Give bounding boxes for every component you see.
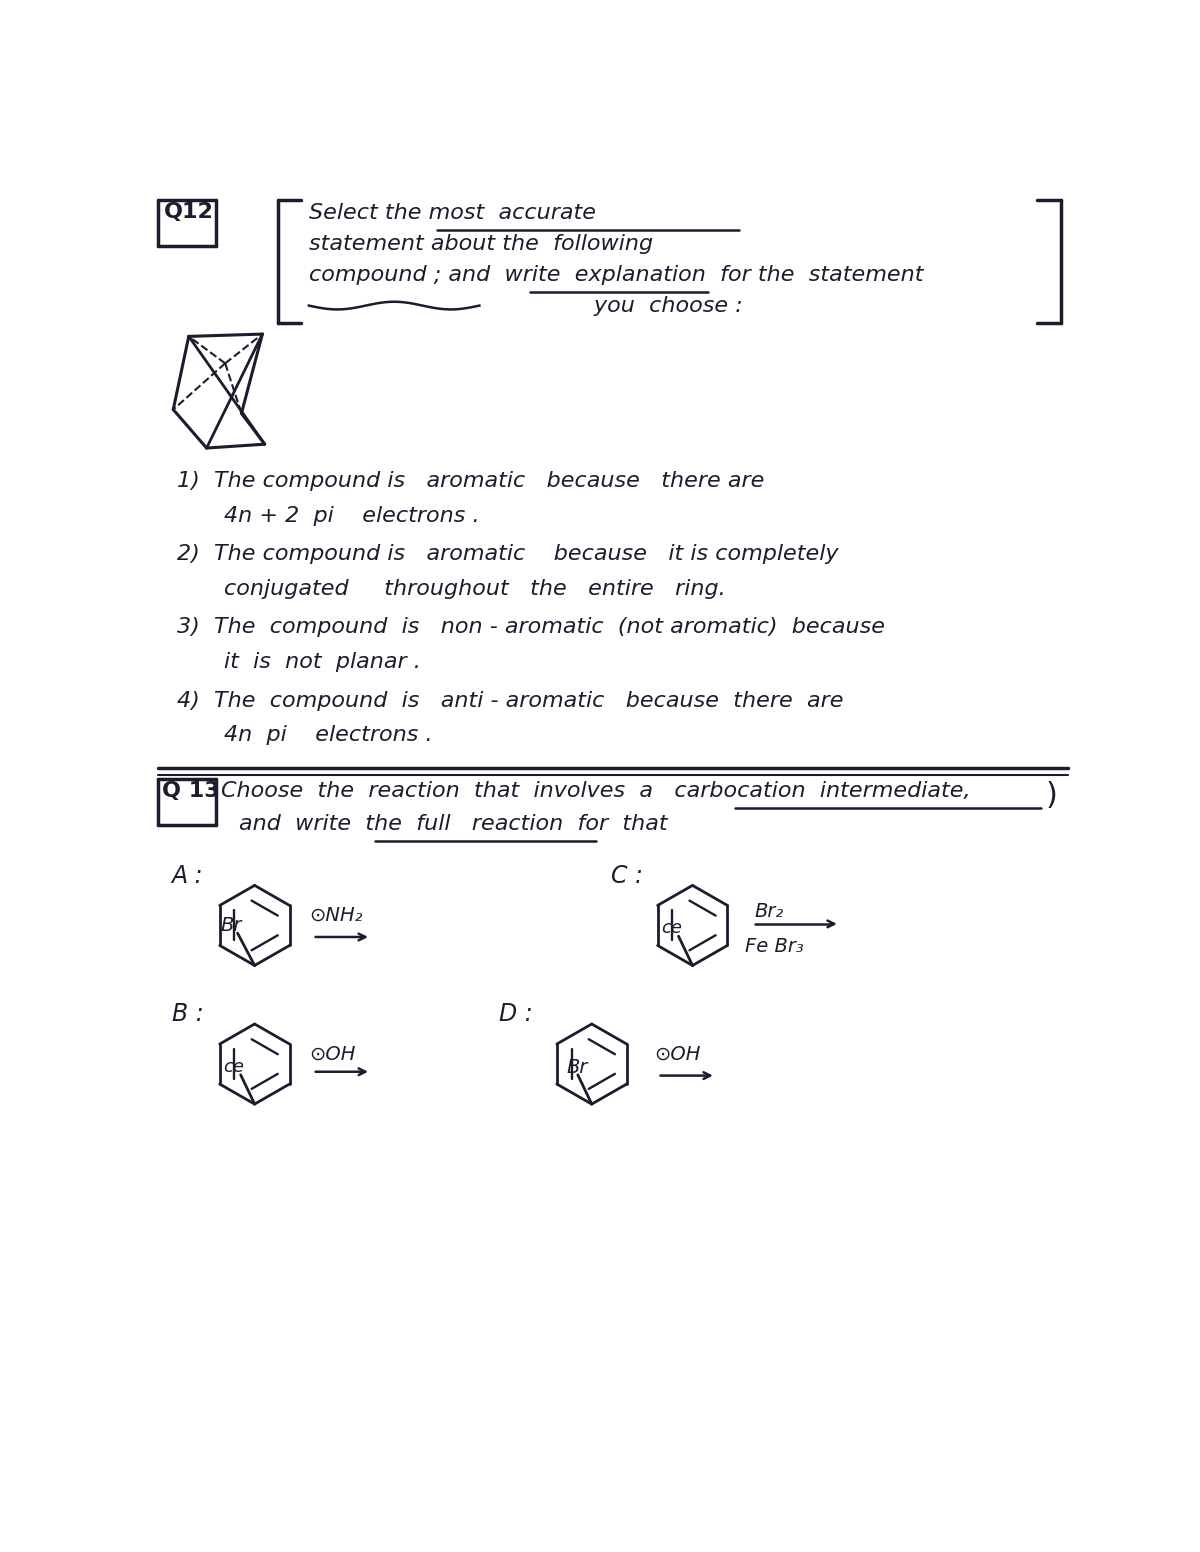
Text: conjugated     throughout   the   entire   ring.: conjugated throughout the entire ring. [223, 579, 725, 599]
Text: ⊙NH₂: ⊙NH₂ [308, 906, 362, 925]
Text: ⊙OH: ⊙OH [308, 1044, 355, 1063]
Text: Fe Br₃: Fe Br₃ [745, 937, 804, 956]
Text: statement about the  following: statement about the following [308, 234, 653, 255]
Text: A :: A : [172, 864, 203, 888]
Text: and  write  the  full   reaction  for  that: and write the full reaction for that [239, 813, 667, 833]
Text: Select the most  accurate: Select the most accurate [308, 203, 596, 223]
Text: Choose  the  reaction  that  involves  a   carbocation  intermediate,: Choose the reaction that involves a carb… [221, 781, 971, 801]
Text: 3)  The  compound  is   non - aromatic  (not aromatic)  because: 3) The compound is non - aromatic (not a… [178, 618, 886, 638]
Text: Br: Br [221, 916, 242, 936]
Text: Q12: Q12 [164, 202, 214, 222]
Text: C :: C : [611, 864, 643, 888]
Text: ce: ce [223, 1058, 245, 1076]
Text: B :: B : [172, 1003, 204, 1026]
Text: D :: D : [499, 1003, 533, 1026]
Text: you  choose :: you choose : [308, 295, 743, 315]
Text: 4n  pi    electrons .: 4n pi electrons . [223, 725, 432, 745]
Text: Q 13: Q 13 [162, 781, 220, 801]
Text: 4)  The  compound  is   anti - aromatic   because  there  are: 4) The compound is anti - aromatic becau… [178, 691, 844, 711]
Text: it  is  not  planar .: it is not planar . [223, 652, 420, 672]
Text: Br: Br [566, 1058, 588, 1077]
Text: Br₂: Br₂ [755, 902, 784, 922]
Text: compound ; and  write  explanation  for the  statement: compound ; and write explanation for the… [308, 265, 923, 284]
Text: 2)  The compound is   aromatic    because   it is completely: 2) The compound is aromatic because it i… [178, 545, 839, 565]
Text: ): ) [1045, 781, 1057, 810]
Text: 1)  The compound is   aromatic   because   there are: 1) The compound is aromatic because ther… [178, 472, 764, 490]
Text: ce: ce [661, 919, 683, 937]
Text: ⊙OH: ⊙OH [654, 1044, 700, 1063]
Text: 4n + 2  pi    electrons .: 4n + 2 pi electrons . [223, 506, 479, 526]
